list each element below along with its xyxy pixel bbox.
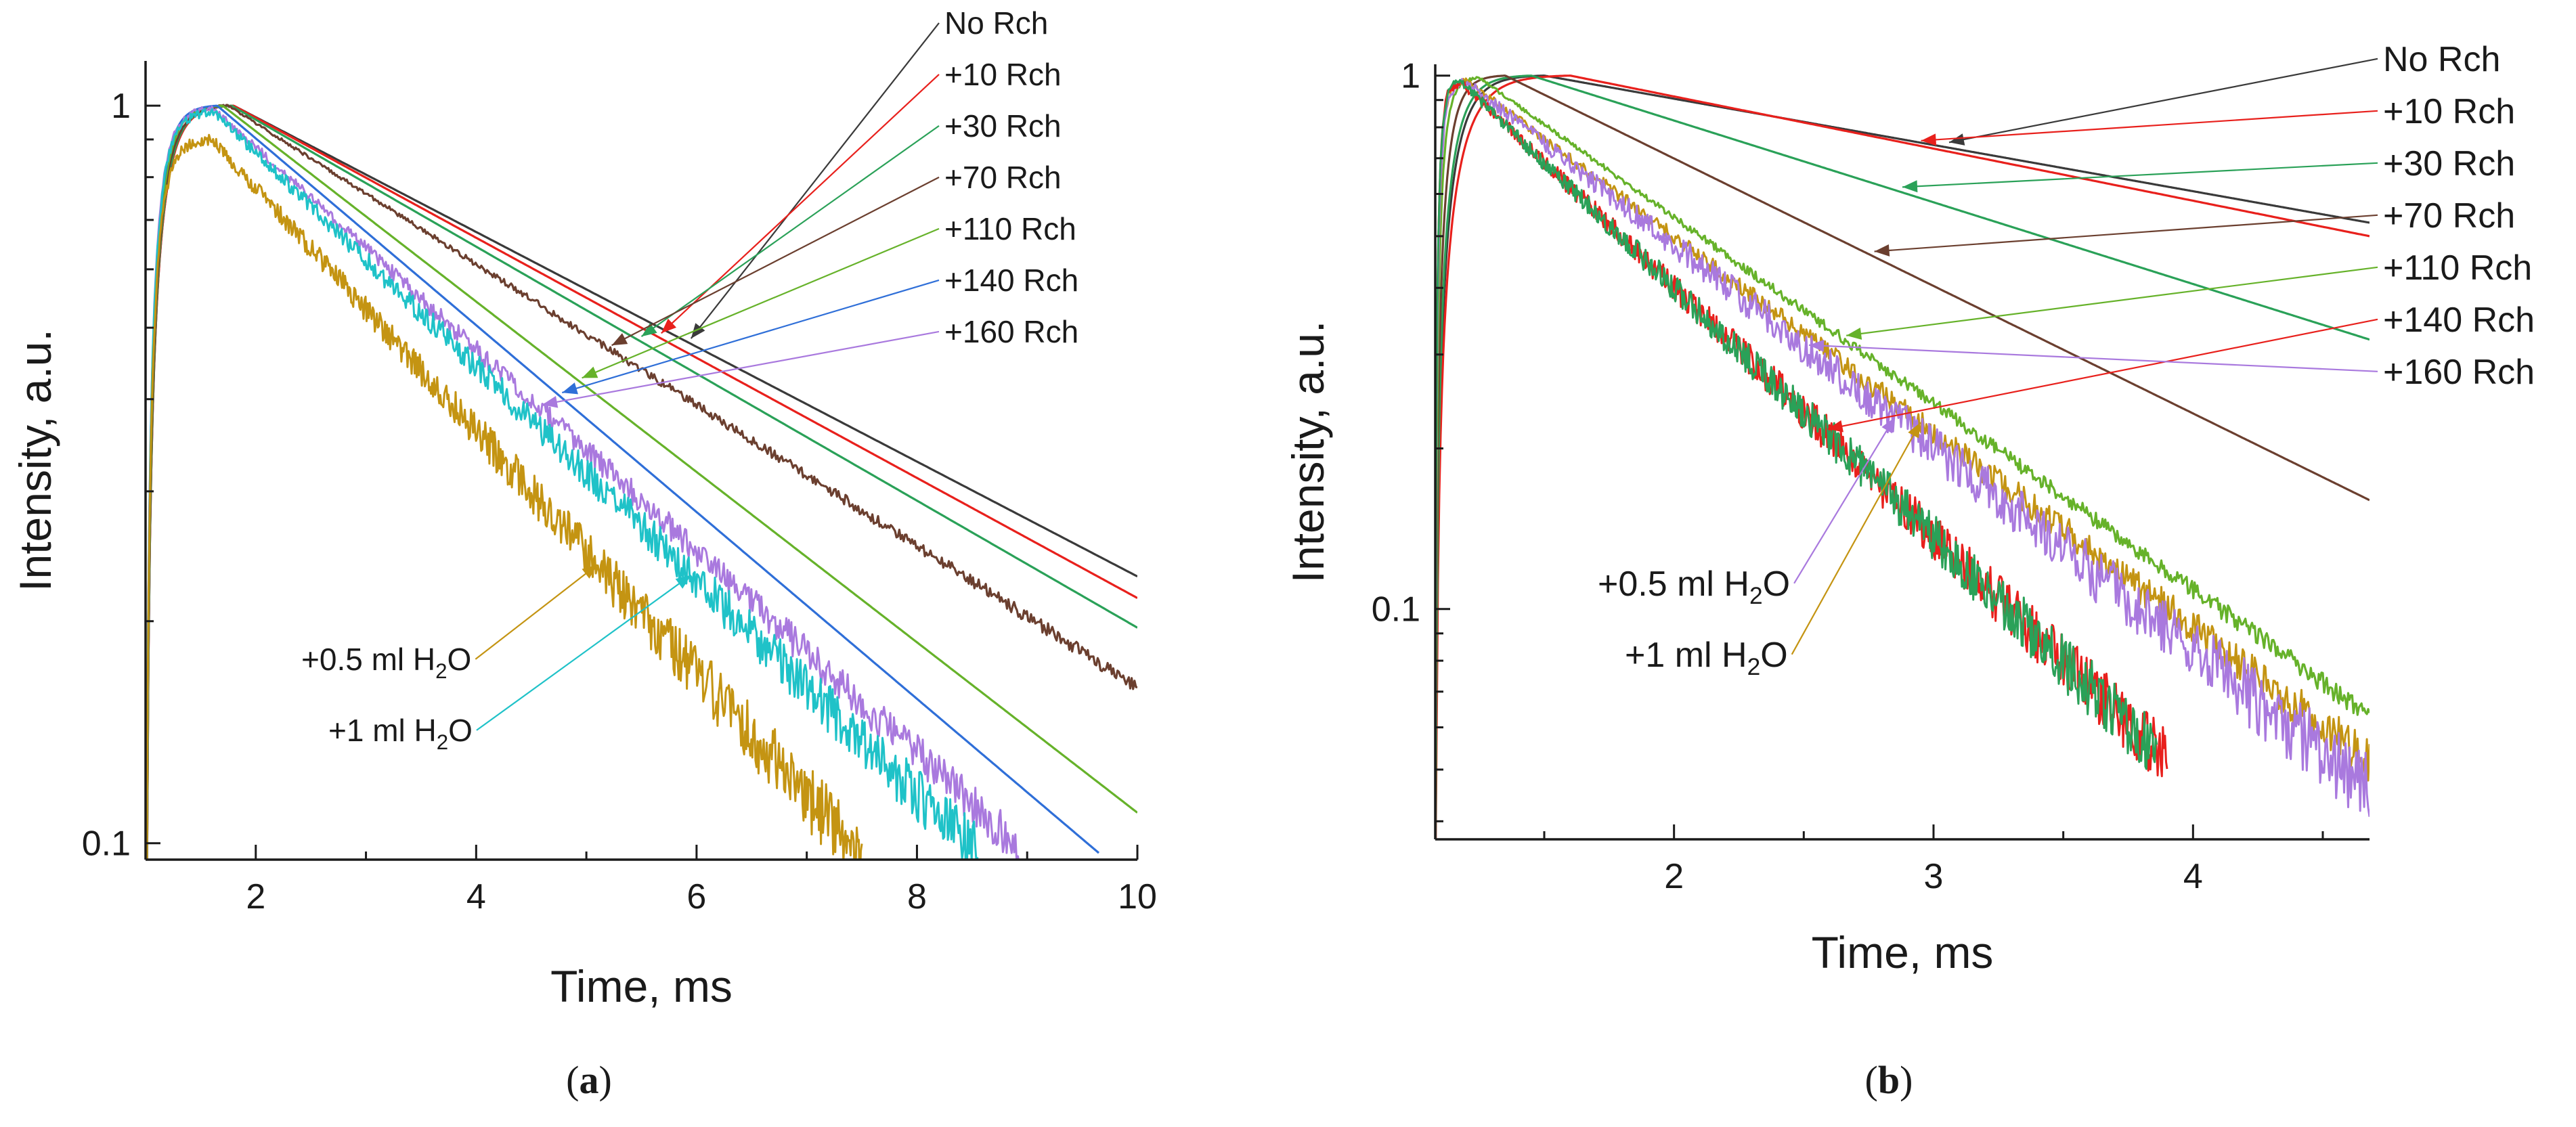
legend-arrow-10-rch — [661, 318, 677, 334]
x-tick-label: 3 — [1924, 857, 1944, 896]
annotation-arrow — [675, 575, 691, 589]
y-tick-label: 0.1 — [82, 824, 131, 864]
x-tick-label: 4 — [466, 877, 486, 916]
series-line-140-rch — [1435, 79, 2168, 839]
legend-label-140-rch: +140 Rch — [944, 263, 1078, 298]
legend-arrow-110-rch — [1846, 328, 1862, 340]
legend-label-no-rch: No Rch — [2383, 40, 2500, 79]
series-line-110-rch — [1435, 76, 2370, 839]
legend-label-110-rch: +110 Rch — [2383, 248, 2532, 288]
series-line-10-rch — [1435, 74, 2370, 839]
legend-label-70-rch: +70 Rch — [944, 160, 1062, 195]
y-tick-label: 0.1 — [1372, 590, 1420, 629]
legend-leader-70-rch — [1874, 214, 2378, 252]
annotation-leader — [475, 564, 598, 660]
y-tick-label: 1 — [1401, 57, 1420, 96]
x-tick-label: 6 — [686, 877, 706, 916]
legend-arrow-110-rch — [582, 366, 598, 378]
legend-leader-30-rch — [640, 125, 940, 338]
series-line-110-rch — [146, 104, 1137, 860]
series-line-0-5-ml-h2o — [146, 133, 863, 860]
x-tick-label: 10 — [1118, 877, 1157, 916]
legend-label-70-rch: +70 Rch — [2383, 196, 2515, 236]
x-tick-label: 4 — [2183, 857, 2203, 896]
y-axis-label: Intensity, a.u. — [1283, 321, 1333, 583]
legend-label-no-rch: No Rch — [944, 5, 1048, 41]
annotation-leader — [1793, 417, 1896, 584]
legend-arrow-no-rch — [691, 323, 705, 339]
legend-label-10-rch: +10 Rch — [2383, 92, 2515, 131]
legend-leader-110-rch — [582, 227, 940, 379]
legend-leader-10-rch — [661, 74, 940, 334]
legend-leader-140-rch — [1827, 318, 2378, 430]
annotation-arrow — [1908, 422, 1921, 439]
annotation-1-ml-h2o: +1 ml H2O — [1625, 636, 1788, 680]
annotation-0-5-ml-h2o: +0.5 ml H2O — [1598, 565, 1790, 609]
chart-panel-a: 2 4 6 8 10 0.1 1 Time, ms Intensity, a.u. No Rch +… — [10, 5, 1157, 1011]
legend-leader-10-rch — [1921, 110, 2378, 141]
annotation-arrow — [1881, 417, 1895, 434]
panel-label-a: (a) — [566, 1058, 612, 1102]
legend-leader-160-rch — [542, 330, 940, 405]
legend-arrow-70-rch — [611, 333, 628, 346]
series-line-140-rch — [146, 104, 1100, 860]
legend-arrow-10-rch — [1921, 133, 1937, 146]
legend-arrow-140-rch — [562, 382, 578, 395]
legend-label-30-rch: +30 Rch — [2383, 144, 2515, 183]
legend-leader-70-rch — [611, 176, 940, 347]
chart-panel-b: 2 3 4 0.1 1 Time, ms Intensity, a.u. No Rch +10 … — [1283, 40, 2535, 977]
legend-leader-30-rch — [1902, 162, 2378, 188]
legend-leader-no-rch — [690, 22, 940, 339]
legend-label-30-rch: +30 Rch — [944, 108, 1062, 143]
annotation-leader — [1791, 422, 1921, 655]
series-line-70-rch — [1435, 74, 2370, 839]
legend-arrow-140-rch — [1827, 420, 1843, 433]
series-line-160-rch — [146, 105, 1020, 860]
legend-leader-140-rch — [561, 279, 940, 394]
legend-leader-no-rch — [1948, 58, 2378, 143]
legend-arrow-160-rch — [1809, 339, 1825, 352]
series-line-1-ml-h2o — [1435, 79, 2158, 839]
series-line-no-rch — [146, 104, 1137, 860]
panel-label-b: (b) — [1865, 1058, 1913, 1102]
series-line-30-rch — [1435, 74, 2370, 839]
legend-arrow-160-rch — [542, 395, 559, 408]
series-line-160-rch — [1435, 78, 2370, 839]
series-line-30-rch — [146, 104, 1137, 860]
legend-label-140-rch: +140 Rch — [2383, 301, 2535, 340]
series-line-1-ml-h2o — [146, 108, 979, 860]
annotation-arrow — [582, 565, 598, 579]
legend-label-160-rch: +160 Rch — [944, 314, 1078, 349]
legend-arrow-70-rch — [1874, 244, 1890, 257]
series-line-10-rch — [146, 104, 1137, 860]
x-axis-label: Time, ms — [550, 961, 733, 1011]
y-axis-label: Intensity, a.u. — [10, 329, 60, 592]
x-tick-label: 2 — [246, 877, 265, 916]
legend-arrow-no-rch — [1949, 133, 1965, 146]
x-tick-label: 8 — [907, 877, 927, 916]
legend-label-160-rch: +160 Rch — [2383, 353, 2535, 392]
x-tick-label: 2 — [1664, 857, 1684, 896]
legend-label-110-rch: +110 Rch — [944, 211, 1076, 246]
y-tick-label: 1 — [111, 87, 131, 126]
legend-leader-110-rch — [1846, 266, 2378, 336]
annotation-leader — [476, 574, 692, 731]
series-line-no-rch — [1435, 74, 2370, 839]
annotation-1-ml-h2o: +1 ml H2O — [328, 713, 473, 754]
legend-arrow-30-rch — [1902, 180, 1918, 193]
legend-arrow-30-rch — [641, 323, 657, 337]
legend-leader-160-rch — [1808, 344, 2378, 372]
legend-label-10-rch: +10 Rch — [944, 57, 1062, 92]
annotation-0-5-ml-h2o: +0.5 ml H2O — [301, 642, 471, 683]
x-axis-label: Time, ms — [1812, 927, 1994, 977]
